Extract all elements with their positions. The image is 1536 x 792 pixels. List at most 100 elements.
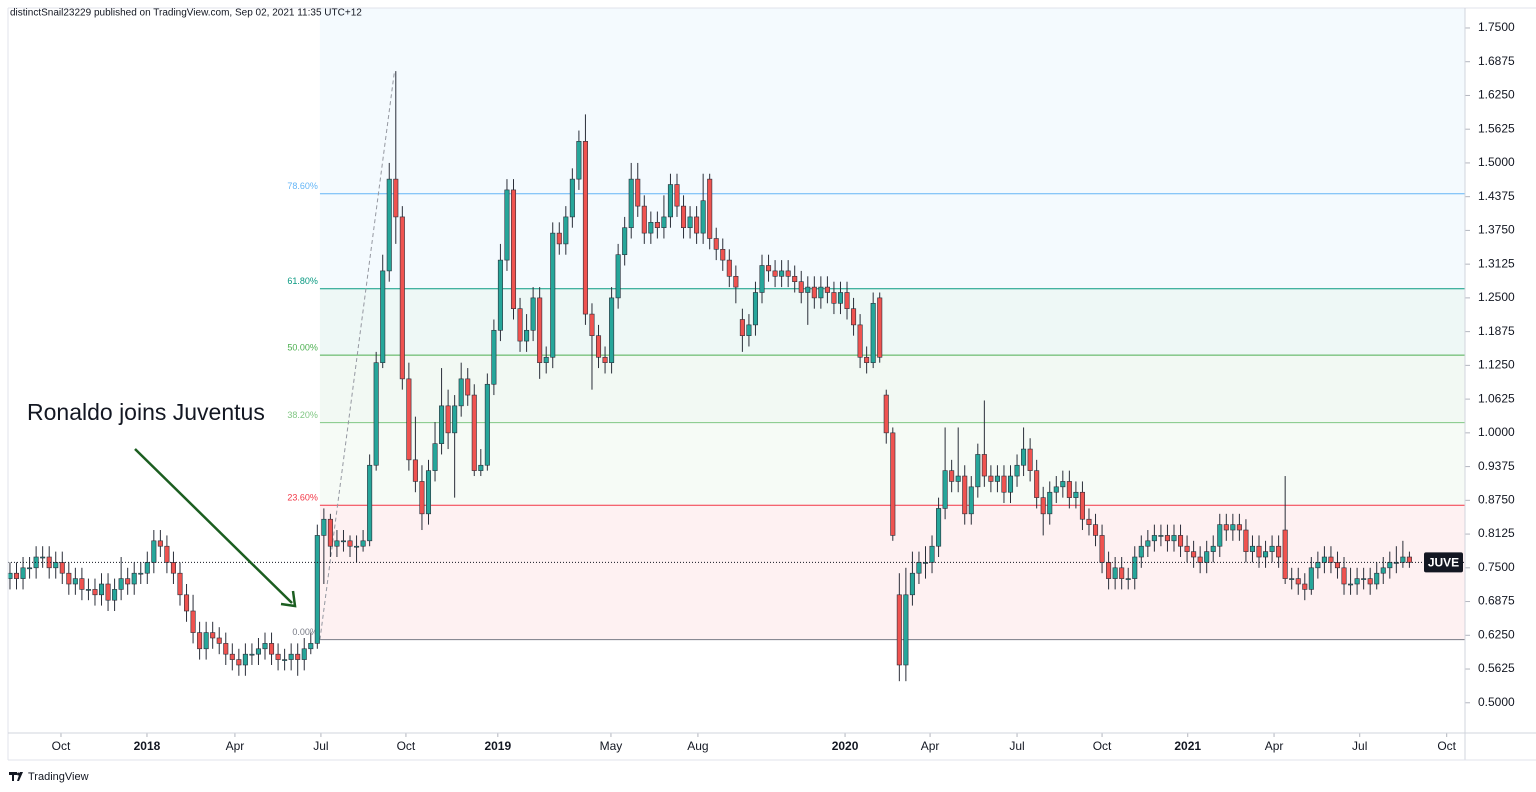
candle-body <box>707 178 713 239</box>
symbol-label: JUVE <box>1428 556 1459 570</box>
candle-body <box>942 470 948 509</box>
candle-body <box>412 459 418 482</box>
candle-body <box>1145 540 1151 547</box>
candle-body <box>1112 567 1118 579</box>
candle-body <box>968 486 974 515</box>
candle-body <box>386 178 392 272</box>
candle-body <box>1289 578 1295 580</box>
candle-body <box>622 227 628 256</box>
y-tick-label: 1.2500 <box>1478 290 1515 304</box>
candles <box>7 71 1412 682</box>
candle-body <box>203 632 209 650</box>
candle-body <box>334 540 340 547</box>
candle-body <box>1197 556 1203 563</box>
candle-body <box>1178 535 1184 547</box>
candle-body <box>674 184 680 207</box>
candle-body <box>118 578 124 590</box>
candle-body <box>1079 491 1085 520</box>
candle-body <box>85 589 91 591</box>
candle-body <box>497 259 503 331</box>
candle-body <box>981 454 987 477</box>
candle-body <box>556 232 562 245</box>
candle-body <box>1027 448 1033 471</box>
candle-body <box>700 200 706 234</box>
symbol-label-bg <box>1424 552 1463 573</box>
candle-body <box>766 265 772 272</box>
candle-body <box>988 475 994 482</box>
y-tick-label: 0.9375 <box>1478 459 1515 473</box>
candle-body <box>223 643 229 655</box>
fib-label: 50.00% <box>287 342 318 352</box>
candle-body <box>569 178 575 218</box>
candle-body <box>1119 567 1125 579</box>
fib-zone <box>319 355 1465 423</box>
candle-body <box>851 308 857 326</box>
candle-body <box>321 518 327 536</box>
candle-body <box>994 475 1000 482</box>
x-tick-label: Apr <box>921 739 940 753</box>
candle-body <box>589 313 595 336</box>
candle-body <box>1073 491 1079 498</box>
candle-body <box>98 583 105 596</box>
y-tick-label: 1.0625 <box>1478 391 1515 405</box>
candle-body <box>975 454 981 488</box>
candle-body <box>857 324 863 358</box>
y-tick-label: 0.6250 <box>1478 627 1515 641</box>
overlay: JUVE <box>8 552 1465 573</box>
candle-body <box>909 572 915 596</box>
x-tick-label: 2021 <box>1174 739 1201 753</box>
candle-body <box>949 470 955 482</box>
candle-body <box>1014 464 1020 477</box>
annotation-arrow <box>134 448 297 608</box>
candle-body <box>360 540 366 547</box>
candle-body <box>837 292 844 304</box>
candle-body <box>1106 562 1112 579</box>
y-tick-label: 1.5625 <box>1478 121 1515 135</box>
candle-body <box>1361 578 1367 580</box>
candle-body <box>1217 524 1223 547</box>
fib-label: 61.80% <box>287 276 318 286</box>
candle-body <box>269 643 275 655</box>
candle-body <box>1210 545 1216 552</box>
fib-zone <box>319 288 1465 356</box>
candle-body <box>510 189 517 309</box>
fib-label: 78.60% <box>287 181 318 191</box>
candle-body <box>262 643 268 650</box>
candle-body <box>746 324 752 336</box>
x-tick-label: 2018 <box>134 739 161 753</box>
x-tick-label: Jul <box>313 739 328 753</box>
candle-body <box>1315 562 1321 569</box>
candle-body <box>229 653 235 660</box>
candle-body <box>667 184 673 218</box>
candle-body <box>883 394 889 434</box>
candle-body <box>752 292 758 326</box>
candle-body <box>288 653 294 660</box>
x-tick-label: May <box>600 739 623 753</box>
y-tick-label: 0.5625 <box>1478 661 1515 675</box>
candle-body <box>504 189 510 261</box>
y-tick-label: 1.4375 <box>1478 189 1515 203</box>
candle-body <box>354 545 360 548</box>
candle-body <box>452 405 458 434</box>
tradingview-logo <box>9 772 23 781</box>
candle-body <box>20 567 26 579</box>
candle-body <box>255 648 261 655</box>
candle-body <box>1191 551 1197 558</box>
candle-body <box>216 637 222 644</box>
publish-header: distinctSnail23229 published on TradingV… <box>10 8 362 19</box>
candle-body <box>870 302 876 363</box>
candle-body <box>628 178 634 229</box>
candle-body <box>393 178 399 218</box>
candle-body <box>1263 551 1269 558</box>
candle-body <box>432 443 438 471</box>
candle-body <box>936 508 942 547</box>
candle-body <box>792 275 798 282</box>
candle-body <box>563 216 569 245</box>
candle-body <box>301 648 307 660</box>
candle-body <box>1380 567 1386 574</box>
candle-body <box>779 270 785 277</box>
candle-body <box>798 281 804 293</box>
candle-body <box>537 297 543 363</box>
candle-body <box>164 545 170 563</box>
